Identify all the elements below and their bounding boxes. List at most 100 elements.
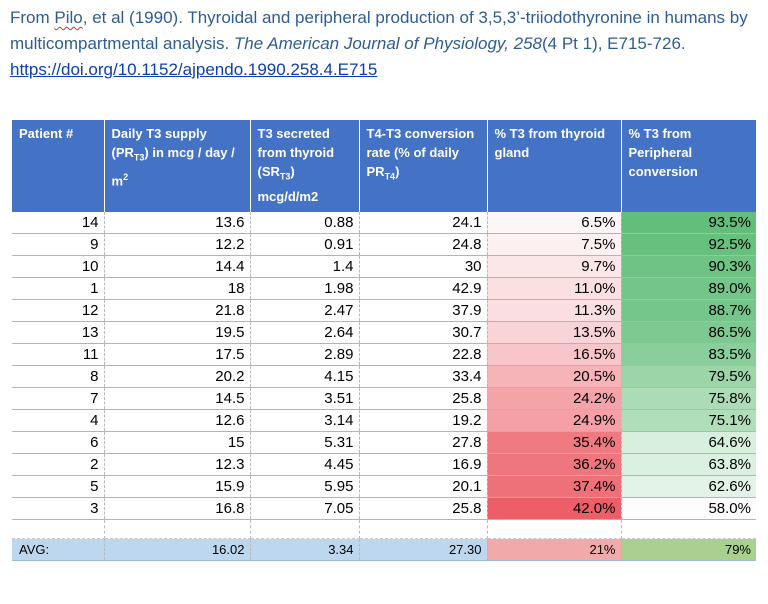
cell-thyroid-pct: 6.5% bbox=[487, 211, 622, 235]
cell-daily-supply: 16.8 bbox=[104, 497, 251, 521]
table-row: 9 12.2 0.91 24.8 7.5% 92.5% bbox=[12, 233, 756, 257]
cell-secreted: 3.51 bbox=[250, 387, 360, 411]
cell-secreted: 2.89 bbox=[250, 343, 360, 367]
cell-thyroid-pct: 11.0% bbox=[487, 277, 622, 301]
cell-thyroid-pct: 11.3% bbox=[487, 299, 622, 323]
cell-daily-supply: 19.5 bbox=[104, 321, 251, 345]
cell-patient: 4 bbox=[12, 409, 105, 433]
cell-patient: 12 bbox=[12, 299, 105, 323]
cell-peripheral-pct: 83.5% bbox=[621, 343, 756, 367]
cell-peripheral-pct: 63.8% bbox=[621, 453, 756, 477]
cell-patient: 7 bbox=[12, 387, 105, 411]
cell-secreted: 0.91 bbox=[250, 233, 360, 257]
cell-conversion-rate: 42.9 bbox=[359, 277, 488, 301]
table-row: 5 15.9 5.95 20.1 37.4% 62.6% bbox=[12, 475, 756, 499]
cell-thyroid-pct: 24.2% bbox=[487, 387, 622, 411]
cell-thyroid-pct: 9.7% bbox=[487, 255, 622, 279]
header-secreted: T3 secreted from thyroid (SRT3) mcg/d/m2 bbox=[250, 120, 360, 212]
cell-secreted: 2.64 bbox=[250, 321, 360, 345]
cell-conversion-rate: 27.8 bbox=[359, 431, 488, 455]
cell-secreted: 5.31 bbox=[250, 431, 360, 455]
cell-patient: 3 bbox=[12, 497, 105, 521]
cell-secreted: 4.45 bbox=[250, 453, 360, 477]
cell-daily-supply: 12.6 bbox=[104, 409, 251, 433]
cell-patient: 6 bbox=[12, 431, 105, 455]
cell-conversion-rate: 30.7 bbox=[359, 321, 488, 345]
cell-patient: 11 bbox=[12, 343, 105, 367]
cell-peripheral-pct: 89.0% bbox=[621, 277, 756, 301]
cell-patient: 9 bbox=[12, 233, 105, 257]
cell-conversion-rate: 37.9 bbox=[359, 299, 488, 323]
header-row: Patient # Daily T3 supply (PRT3) in mcg … bbox=[12, 120, 756, 212]
cell-conversion-rate: 19.2 bbox=[359, 409, 488, 433]
cell-peripheral-pct: 86.5% bbox=[621, 321, 756, 345]
cell-daily-supply: 12.3 bbox=[104, 453, 251, 477]
table-body: 14 13.6 0.88 24.1 6.5% 93.5% 9 12.2 0.91 24.8 7.5%… bbox=[12, 211, 756, 521]
cell-thyroid-pct: 42.0% bbox=[487, 497, 622, 521]
citation-title: , et al (1990). Thyroidal and peripheral… bbox=[10, 8, 748, 53]
table-row: 13 19.5 2.64 30.7 13.5% 86.5% bbox=[12, 321, 756, 345]
cell-daily-supply: 15 bbox=[104, 431, 251, 455]
table-row: 11 17.5 2.89 22.8 16.5% 83.5% bbox=[12, 343, 756, 367]
cell-peripheral-pct: 75.8% bbox=[621, 387, 756, 411]
table-row: 6 15 5.31 27.8 35.4% 64.6% bbox=[12, 431, 756, 455]
cell-daily-supply: 14.5 bbox=[104, 387, 251, 411]
cell-daily-supply: 18 bbox=[104, 277, 251, 301]
cell-thyroid-pct: 35.4% bbox=[487, 431, 622, 455]
cell-secreted: 2.47 bbox=[250, 299, 360, 323]
cell-daily-supply: 15.9 bbox=[104, 475, 251, 499]
cell-secreted: 4.15 bbox=[250, 365, 360, 389]
avg-label: AVG: bbox=[12, 538, 105, 562]
cell-patient: 1 bbox=[12, 277, 105, 301]
doi-link[interactable]: https://doi.org/10.1152/ajpendo.1990.258… bbox=[10, 60, 378, 79]
cell-conversion-rate: 25.8 bbox=[359, 497, 488, 521]
cell-peripheral-pct: 88.7% bbox=[621, 299, 756, 323]
cell-patient: 2 bbox=[12, 453, 105, 477]
cell-patient: 10 bbox=[12, 255, 105, 279]
cell-peripheral-pct: 90.3% bbox=[621, 255, 756, 279]
cell-thyroid-pct: 13.5% bbox=[487, 321, 622, 345]
header-conversion-rate: T4-T3 conversion rate (% of daily PRT4) bbox=[359, 120, 488, 212]
cell-conversion-rate: 33.4 bbox=[359, 365, 488, 389]
cell-peripheral-pct: 79.5% bbox=[621, 365, 756, 389]
citation-journal: The American Journal of Physiology, 258 bbox=[233, 34, 542, 53]
avg-thyroid-pct: 21% bbox=[487, 538, 622, 562]
t3-production-table: Patient # Daily T3 supply (PRT3) in mcg … bbox=[12, 120, 756, 562]
cell-patient: 8 bbox=[12, 365, 105, 389]
cell-peripheral-pct: 75.1% bbox=[621, 409, 756, 433]
cell-thyroid-pct: 37.4% bbox=[487, 475, 622, 499]
cell-secreted: 1.4 bbox=[250, 255, 360, 279]
table-row: 8 20.2 4.15 33.4 20.5% 79.5% bbox=[12, 365, 756, 389]
cell-thyroid-pct: 24.9% bbox=[487, 409, 622, 433]
header-daily-supply: Daily T3 supply (PRT3) in mcg / day / m2 bbox=[104, 120, 251, 212]
avg-conversion: 27.30 bbox=[359, 538, 488, 562]
cell-conversion-rate: 16.9 bbox=[359, 453, 488, 477]
cell-thyroid-pct: 7.5% bbox=[487, 233, 622, 257]
header-patient: Patient # bbox=[12, 120, 105, 212]
cell-patient: 14 bbox=[12, 211, 105, 235]
cell-peripheral-pct: 64.6% bbox=[621, 431, 756, 455]
table-row: 12 21.8 2.47 37.9 11.3% 88.7% bbox=[12, 299, 756, 323]
cell-peripheral-pct: 58.0% bbox=[621, 497, 756, 521]
cell-secreted: 1.98 bbox=[250, 277, 360, 301]
cell-daily-supply: 12.2 bbox=[104, 233, 251, 257]
avg-secreted: 3.34 bbox=[250, 538, 360, 562]
cell-daily-supply: 21.8 bbox=[104, 299, 251, 323]
header-thyroid-pct: % T3 from thyroid gland bbox=[487, 120, 622, 212]
cell-secreted: 0.88 bbox=[250, 211, 360, 235]
cell-conversion-rate: 22.8 bbox=[359, 343, 488, 367]
table-row: 10 14.4 1.4 30 9.7% 90.3% bbox=[12, 255, 756, 279]
cell-conversion-rate: 30 bbox=[359, 255, 488, 279]
citation-issue: (4 Pt 1), E715-726. bbox=[541, 34, 686, 53]
table-row: 14 13.6 0.88 24.1 6.5% 93.5% bbox=[12, 211, 756, 235]
table-row: 3 16.8 7.05 25.8 42.0% 58.0% bbox=[12, 497, 756, 521]
cell-secreted: 3.14 bbox=[250, 409, 360, 433]
cell-conversion-rate: 20.1 bbox=[359, 475, 488, 499]
avg-supply: 16.02 bbox=[104, 538, 251, 562]
cell-thyroid-pct: 20.5% bbox=[487, 365, 622, 389]
cell-daily-supply: 14.4 bbox=[104, 255, 251, 279]
citation-prefix: From bbox=[10, 8, 55, 27]
cell-conversion-rate: 24.8 bbox=[359, 233, 488, 257]
cell-secreted: 7.05 bbox=[250, 497, 360, 521]
avg-peripheral-pct: 79% bbox=[621, 538, 756, 562]
